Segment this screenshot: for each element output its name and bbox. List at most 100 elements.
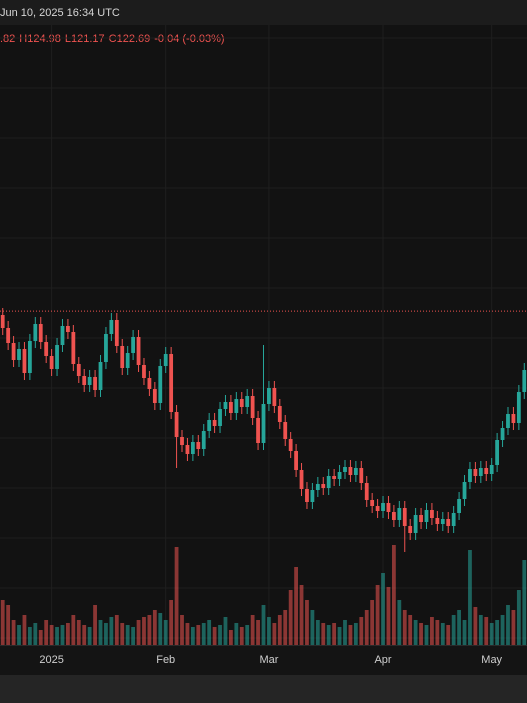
volume-bar <box>261 605 266 645</box>
candle-body <box>288 439 293 451</box>
candle-body <box>218 409 222 426</box>
volume-bar <box>348 625 353 645</box>
legend-item: -0.04 (-0.03%) <box>154 33 224 45</box>
volume-bar <box>190 627 195 645</box>
volume-bar <box>484 617 489 645</box>
volume-bar <box>201 623 206 645</box>
volume-bar <box>229 630 233 645</box>
volume-bar <box>98 620 103 645</box>
candle-body <box>419 515 423 522</box>
candle-body <box>27 341 32 373</box>
volume-bar <box>500 615 505 645</box>
candle-body <box>60 326 65 345</box>
volume-bar <box>435 620 440 645</box>
candle-body <box>55 345 59 369</box>
candle-body <box>38 324 43 342</box>
volume-bar <box>11 620 16 645</box>
volume-bar <box>120 623 125 645</box>
top-bar <box>0 0 527 25</box>
candle-body <box>44 342 49 356</box>
candle-body <box>413 515 418 533</box>
volume-bar <box>305 600 309 645</box>
volume-bar <box>430 617 434 645</box>
candle-body <box>136 337 141 365</box>
candle-body <box>305 489 309 502</box>
candle-body <box>98 362 103 390</box>
volume-bar <box>332 623 337 645</box>
volume-bar <box>522 560 527 645</box>
volume-bar <box>142 617 146 645</box>
volume-bar <box>66 623 70 645</box>
volume-bar <box>511 610 516 645</box>
volume-bar <box>104 623 108 645</box>
candle-body <box>299 470 304 489</box>
candle-body <box>71 332 76 364</box>
volume-bar <box>239 627 244 645</box>
candle-body <box>22 349 27 373</box>
volume-bar <box>277 615 282 645</box>
candle-body <box>196 442 201 449</box>
volume-bar <box>27 627 32 645</box>
candle-body <box>0 315 5 328</box>
volume-bar <box>114 615 119 645</box>
candle-body <box>66 326 70 332</box>
candle-body <box>424 510 429 522</box>
volume-bar <box>180 615 184 645</box>
candle-body <box>283 422 288 439</box>
volume-bar <box>299 585 304 645</box>
x-axis-labels: 2025 Feb Mar Apr May <box>39 654 502 666</box>
volume-bar <box>370 600 375 645</box>
volume-bar <box>22 615 27 645</box>
candle-body <box>326 476 331 488</box>
candle-body <box>185 445 190 454</box>
volume-bar <box>381 573 385 645</box>
candle-body <box>435 518 440 524</box>
volume-bar <box>152 610 157 645</box>
candle-body <box>256 418 260 443</box>
candle-body <box>402 508 407 526</box>
candle-body <box>82 376 87 385</box>
candle-body <box>131 337 136 353</box>
candle-body <box>272 388 277 406</box>
candle-body <box>147 378 152 389</box>
candle-body <box>169 354 174 412</box>
candle-body <box>516 392 521 423</box>
candle-body <box>142 365 146 378</box>
candle-body <box>201 431 206 449</box>
candle-body <box>234 399 239 413</box>
candle-body <box>506 414 510 428</box>
candle-body <box>359 468 364 483</box>
volume-bar <box>17 625 21 645</box>
volume-bars <box>0 545 527 645</box>
volume-bar <box>60 625 65 645</box>
volume-bar <box>55 627 59 645</box>
x-tick-label: Apr <box>374 654 391 666</box>
candle-body <box>239 399 244 407</box>
volume-bar <box>212 627 217 645</box>
candle-body <box>152 389 157 403</box>
volume-bar <box>33 623 38 645</box>
candle-body <box>364 483 369 500</box>
candle-body <box>174 412 179 437</box>
volume-bar <box>93 605 97 645</box>
volume-bar <box>457 610 461 645</box>
candle-body <box>468 469 472 482</box>
volume-bar <box>419 623 423 645</box>
candle-body <box>500 428 505 440</box>
volume-bar <box>516 590 521 645</box>
x-tick-label: Mar <box>259 654 278 666</box>
legend-item: .82 <box>0 33 15 45</box>
volume-bar <box>44 620 49 645</box>
volume-bar <box>446 625 451 645</box>
volume-bar <box>185 623 190 645</box>
volume-bar <box>0 600 5 645</box>
volume-bar <box>288 590 293 645</box>
volume-bar <box>424 625 429 645</box>
candle-body <box>212 420 217 426</box>
volume-bar <box>451 615 456 645</box>
volume-bar <box>87 627 92 645</box>
candle-body <box>391 512 396 520</box>
volume-bar <box>256 620 260 645</box>
volume-bar <box>218 625 222 645</box>
